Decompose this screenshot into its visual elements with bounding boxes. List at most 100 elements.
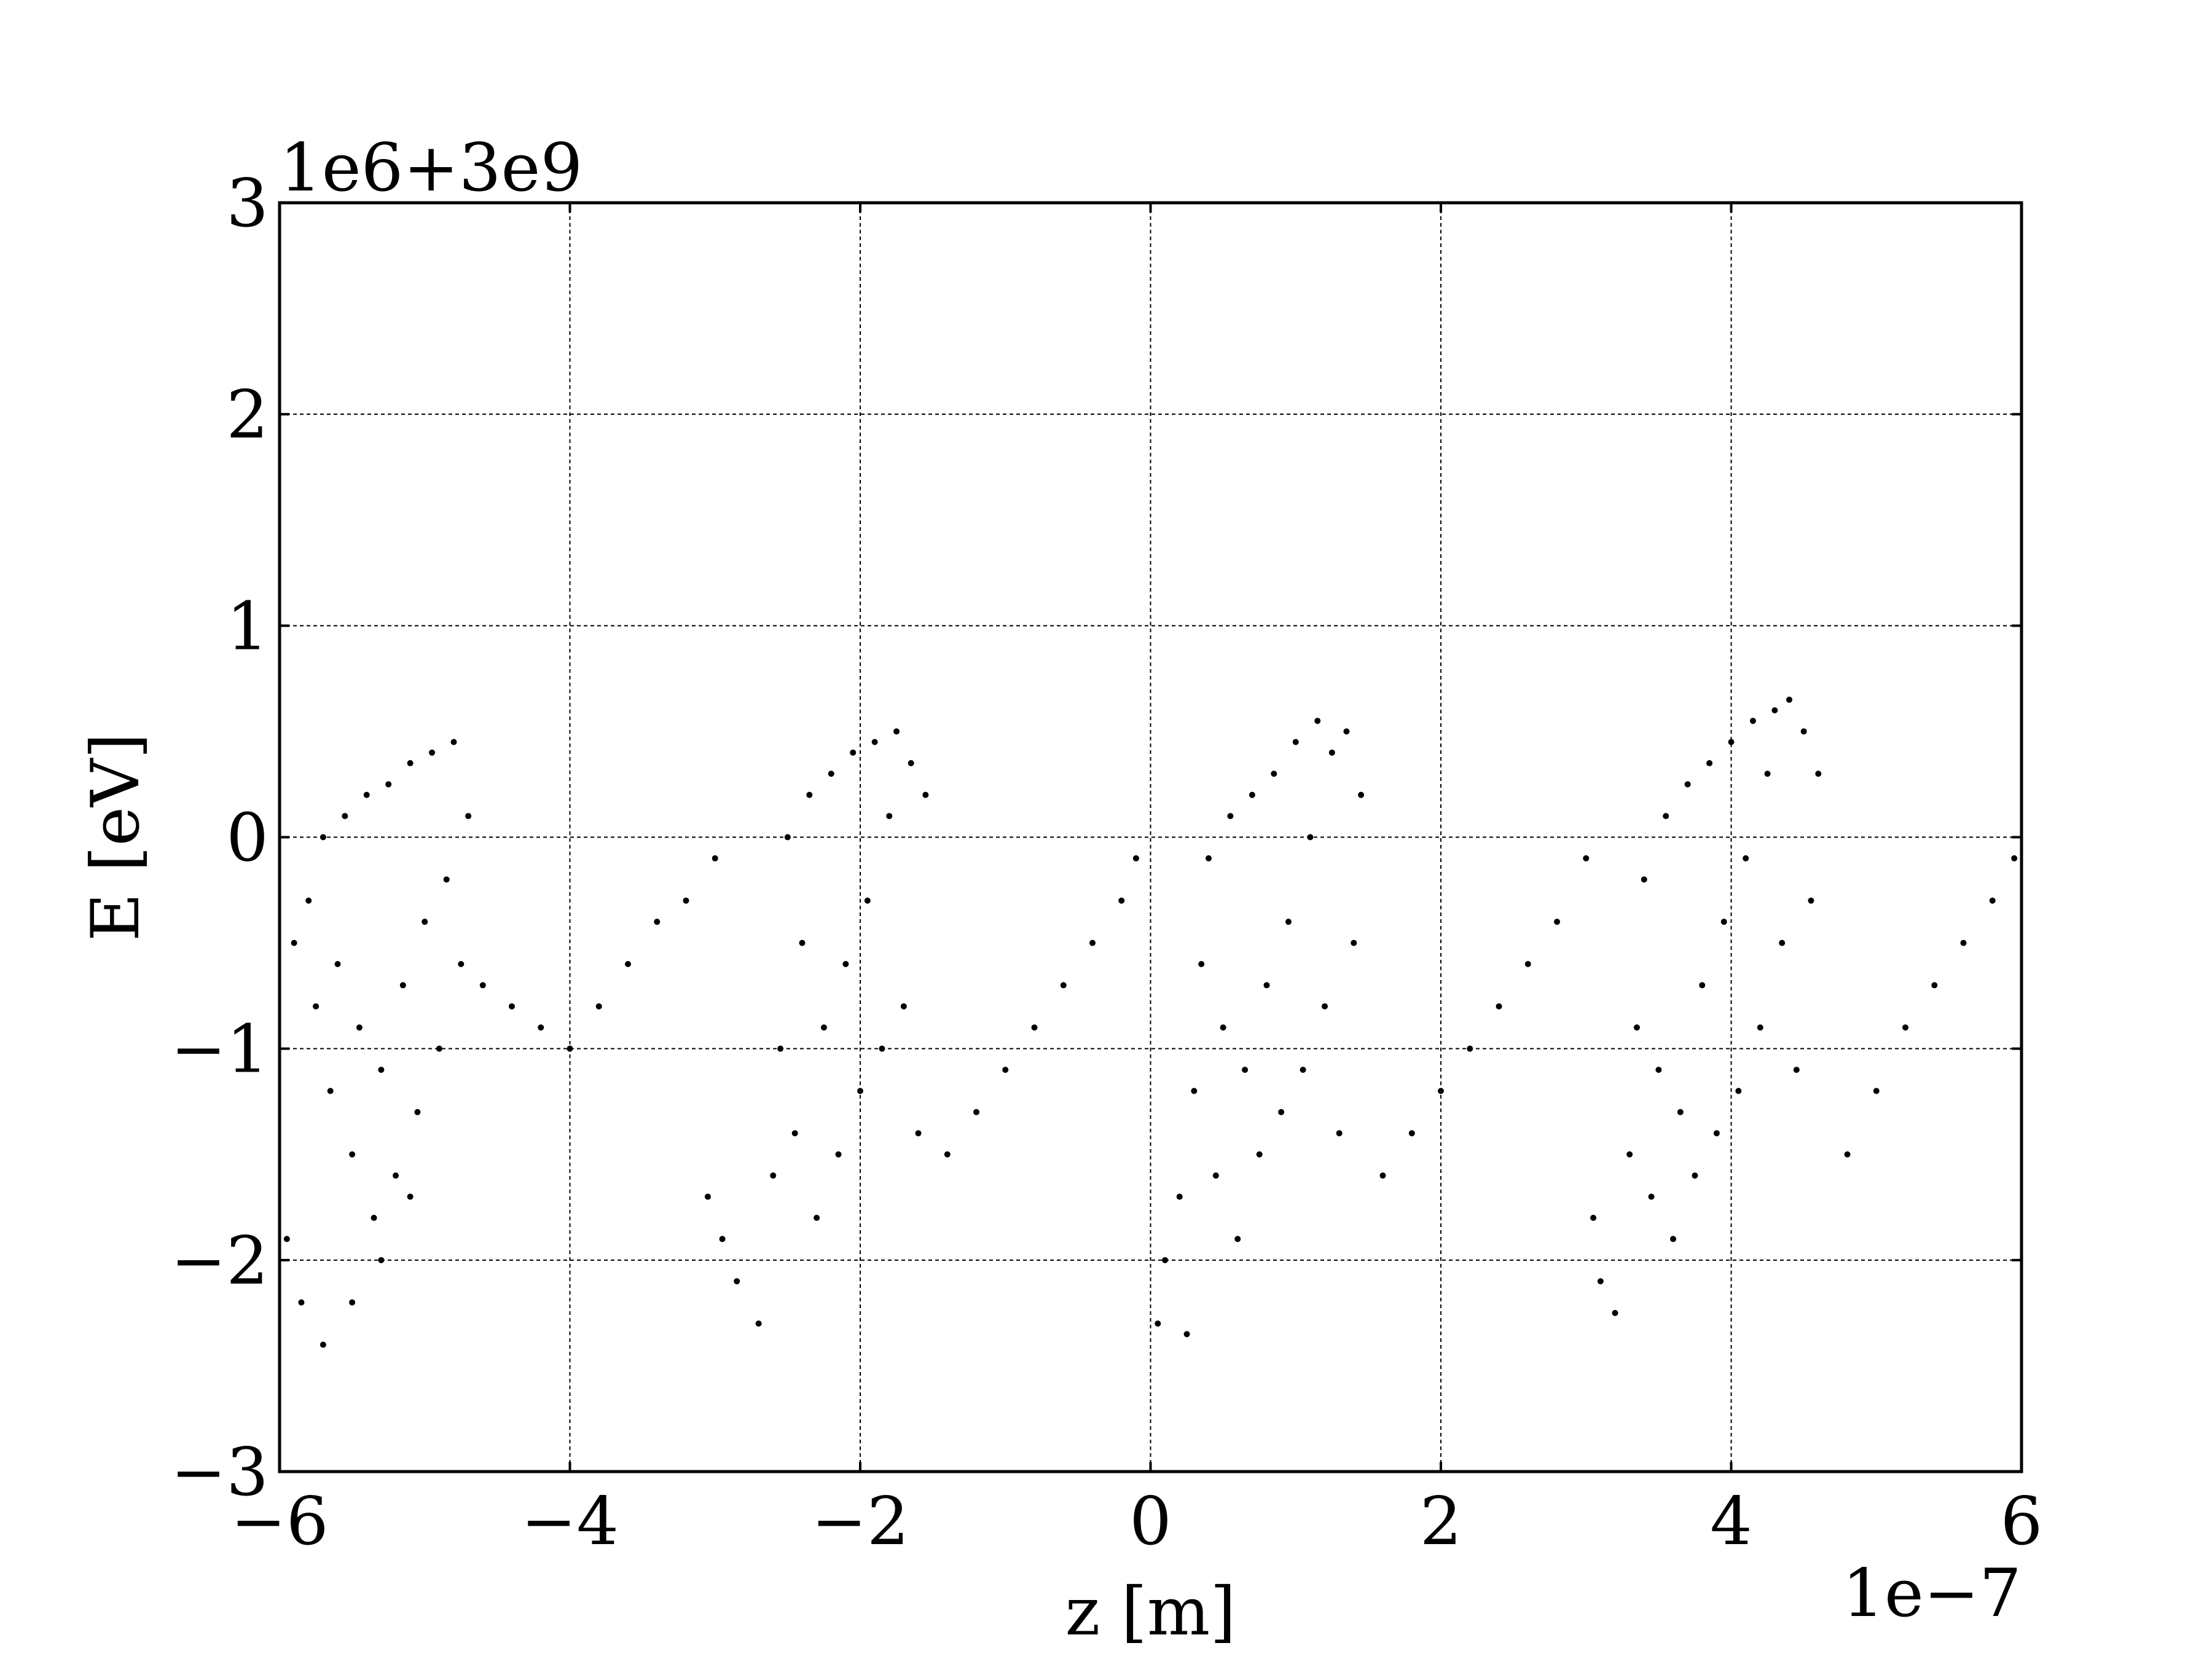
data-point xyxy=(1931,982,1938,989)
data-point xyxy=(595,1003,602,1010)
data-point xyxy=(1713,1130,1720,1137)
data-point xyxy=(654,919,661,925)
data-point xyxy=(458,961,465,967)
data-point xyxy=(1641,876,1647,883)
data-point xyxy=(1292,739,1299,745)
data-point xyxy=(1728,739,1735,745)
data-point xyxy=(908,760,914,767)
data-point xyxy=(1467,1045,1473,1052)
data-point xyxy=(342,813,348,820)
data-point xyxy=(886,813,893,820)
data-point xyxy=(1590,1215,1597,1221)
data-point xyxy=(1626,1151,1633,1158)
y-tick-label: 0 xyxy=(226,800,269,877)
data-point xyxy=(378,1067,385,1073)
data-point xyxy=(683,897,689,904)
data-point xyxy=(1162,1257,1169,1263)
data-point xyxy=(719,1236,726,1242)
data-point xyxy=(1633,1024,1640,1031)
data-point xyxy=(1735,1088,1742,1094)
y-offset-label: 1e6+3e9 xyxy=(280,130,582,206)
data-point xyxy=(915,1130,922,1137)
data-point xyxy=(1989,897,1996,904)
data-point xyxy=(871,739,878,745)
x-tick-label: 0 xyxy=(1129,1483,1172,1560)
data-point xyxy=(378,1257,385,1263)
data-point xyxy=(784,834,791,841)
data-point xyxy=(305,897,312,904)
data-point xyxy=(1496,1003,1502,1010)
y-tick-label: 3 xyxy=(226,165,269,242)
data-point xyxy=(1743,855,1749,861)
data-point xyxy=(1844,1151,1851,1158)
data-point xyxy=(625,961,631,967)
data-point xyxy=(349,1151,356,1158)
data-point xyxy=(422,919,428,925)
data-point xyxy=(1212,1172,1219,1179)
data-point xyxy=(1242,1067,1249,1073)
data-point xyxy=(538,1024,544,1031)
data-point xyxy=(1198,961,1205,967)
data-point xyxy=(1960,939,1967,946)
y-tick-label: 2 xyxy=(226,377,269,453)
data-point xyxy=(864,897,871,904)
data-point xyxy=(283,1236,290,1242)
data-point xyxy=(1524,961,1531,967)
data-point xyxy=(1800,728,1807,735)
y-axis-label: E [eV] xyxy=(77,733,154,941)
data-point xyxy=(298,1299,305,1306)
x-tick-label: 6 xyxy=(2001,1483,2043,1560)
data-point xyxy=(1351,939,1357,946)
data-point xyxy=(1670,1236,1676,1242)
data-point xyxy=(1749,718,1756,724)
data-point xyxy=(1263,982,1270,989)
data-point xyxy=(1343,728,1350,735)
data-point xyxy=(879,1045,885,1052)
data-point xyxy=(1583,855,1590,861)
data-point xyxy=(1808,897,1814,904)
data-point xyxy=(1902,1024,1908,1031)
scatter-points xyxy=(283,696,2018,1348)
data-point xyxy=(393,1172,399,1179)
data-point xyxy=(1132,855,1139,861)
data-point xyxy=(770,1172,777,1179)
data-point xyxy=(436,1045,442,1052)
data-point xyxy=(1771,707,1778,713)
data-point xyxy=(900,1003,907,1010)
data-point xyxy=(814,1215,820,1221)
data-point xyxy=(1307,834,1314,841)
data-point xyxy=(363,791,370,798)
data-point xyxy=(893,728,900,735)
data-point xyxy=(1358,791,1365,798)
y-tick-label: −3 xyxy=(171,1434,269,1511)
data-point xyxy=(1183,1331,1190,1338)
data-point xyxy=(1249,791,1255,798)
data-point xyxy=(1322,1003,1328,1010)
data-point xyxy=(857,1088,863,1094)
tick-labels: −6 −4 −2 0 2 4 6 −3 −2 −1 0 1 2 3 xyxy=(171,165,2043,1560)
data-point xyxy=(291,939,297,946)
data-point xyxy=(1271,771,1277,777)
data-point xyxy=(407,760,414,767)
y-tick-label: −2 xyxy=(171,1223,269,1300)
y-tick-label: −1 xyxy=(171,1011,269,1088)
data-point xyxy=(429,749,436,756)
ticks xyxy=(278,202,2023,1473)
data-point xyxy=(1314,718,1321,724)
data-point xyxy=(1438,1088,1444,1094)
x-tick-label: 2 xyxy=(1420,1483,1462,1560)
data-point xyxy=(465,813,472,820)
data-point xyxy=(320,834,326,841)
data-point xyxy=(1089,939,1096,946)
data-point xyxy=(1285,919,1292,925)
data-point xyxy=(349,1299,356,1306)
data-point xyxy=(414,1108,421,1115)
data-point xyxy=(1300,1067,1306,1073)
data-point xyxy=(1786,696,1792,703)
data-point xyxy=(1379,1172,1386,1179)
data-point xyxy=(1779,939,1786,946)
data-point xyxy=(1155,1320,1161,1327)
data-point xyxy=(1684,781,1691,788)
grid xyxy=(279,202,2022,1472)
